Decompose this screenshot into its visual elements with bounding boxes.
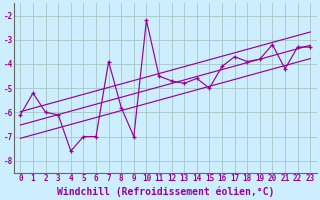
X-axis label: Windchill (Refroidissement éolien,°C): Windchill (Refroidissement éolien,°C) [57, 186, 274, 197]
